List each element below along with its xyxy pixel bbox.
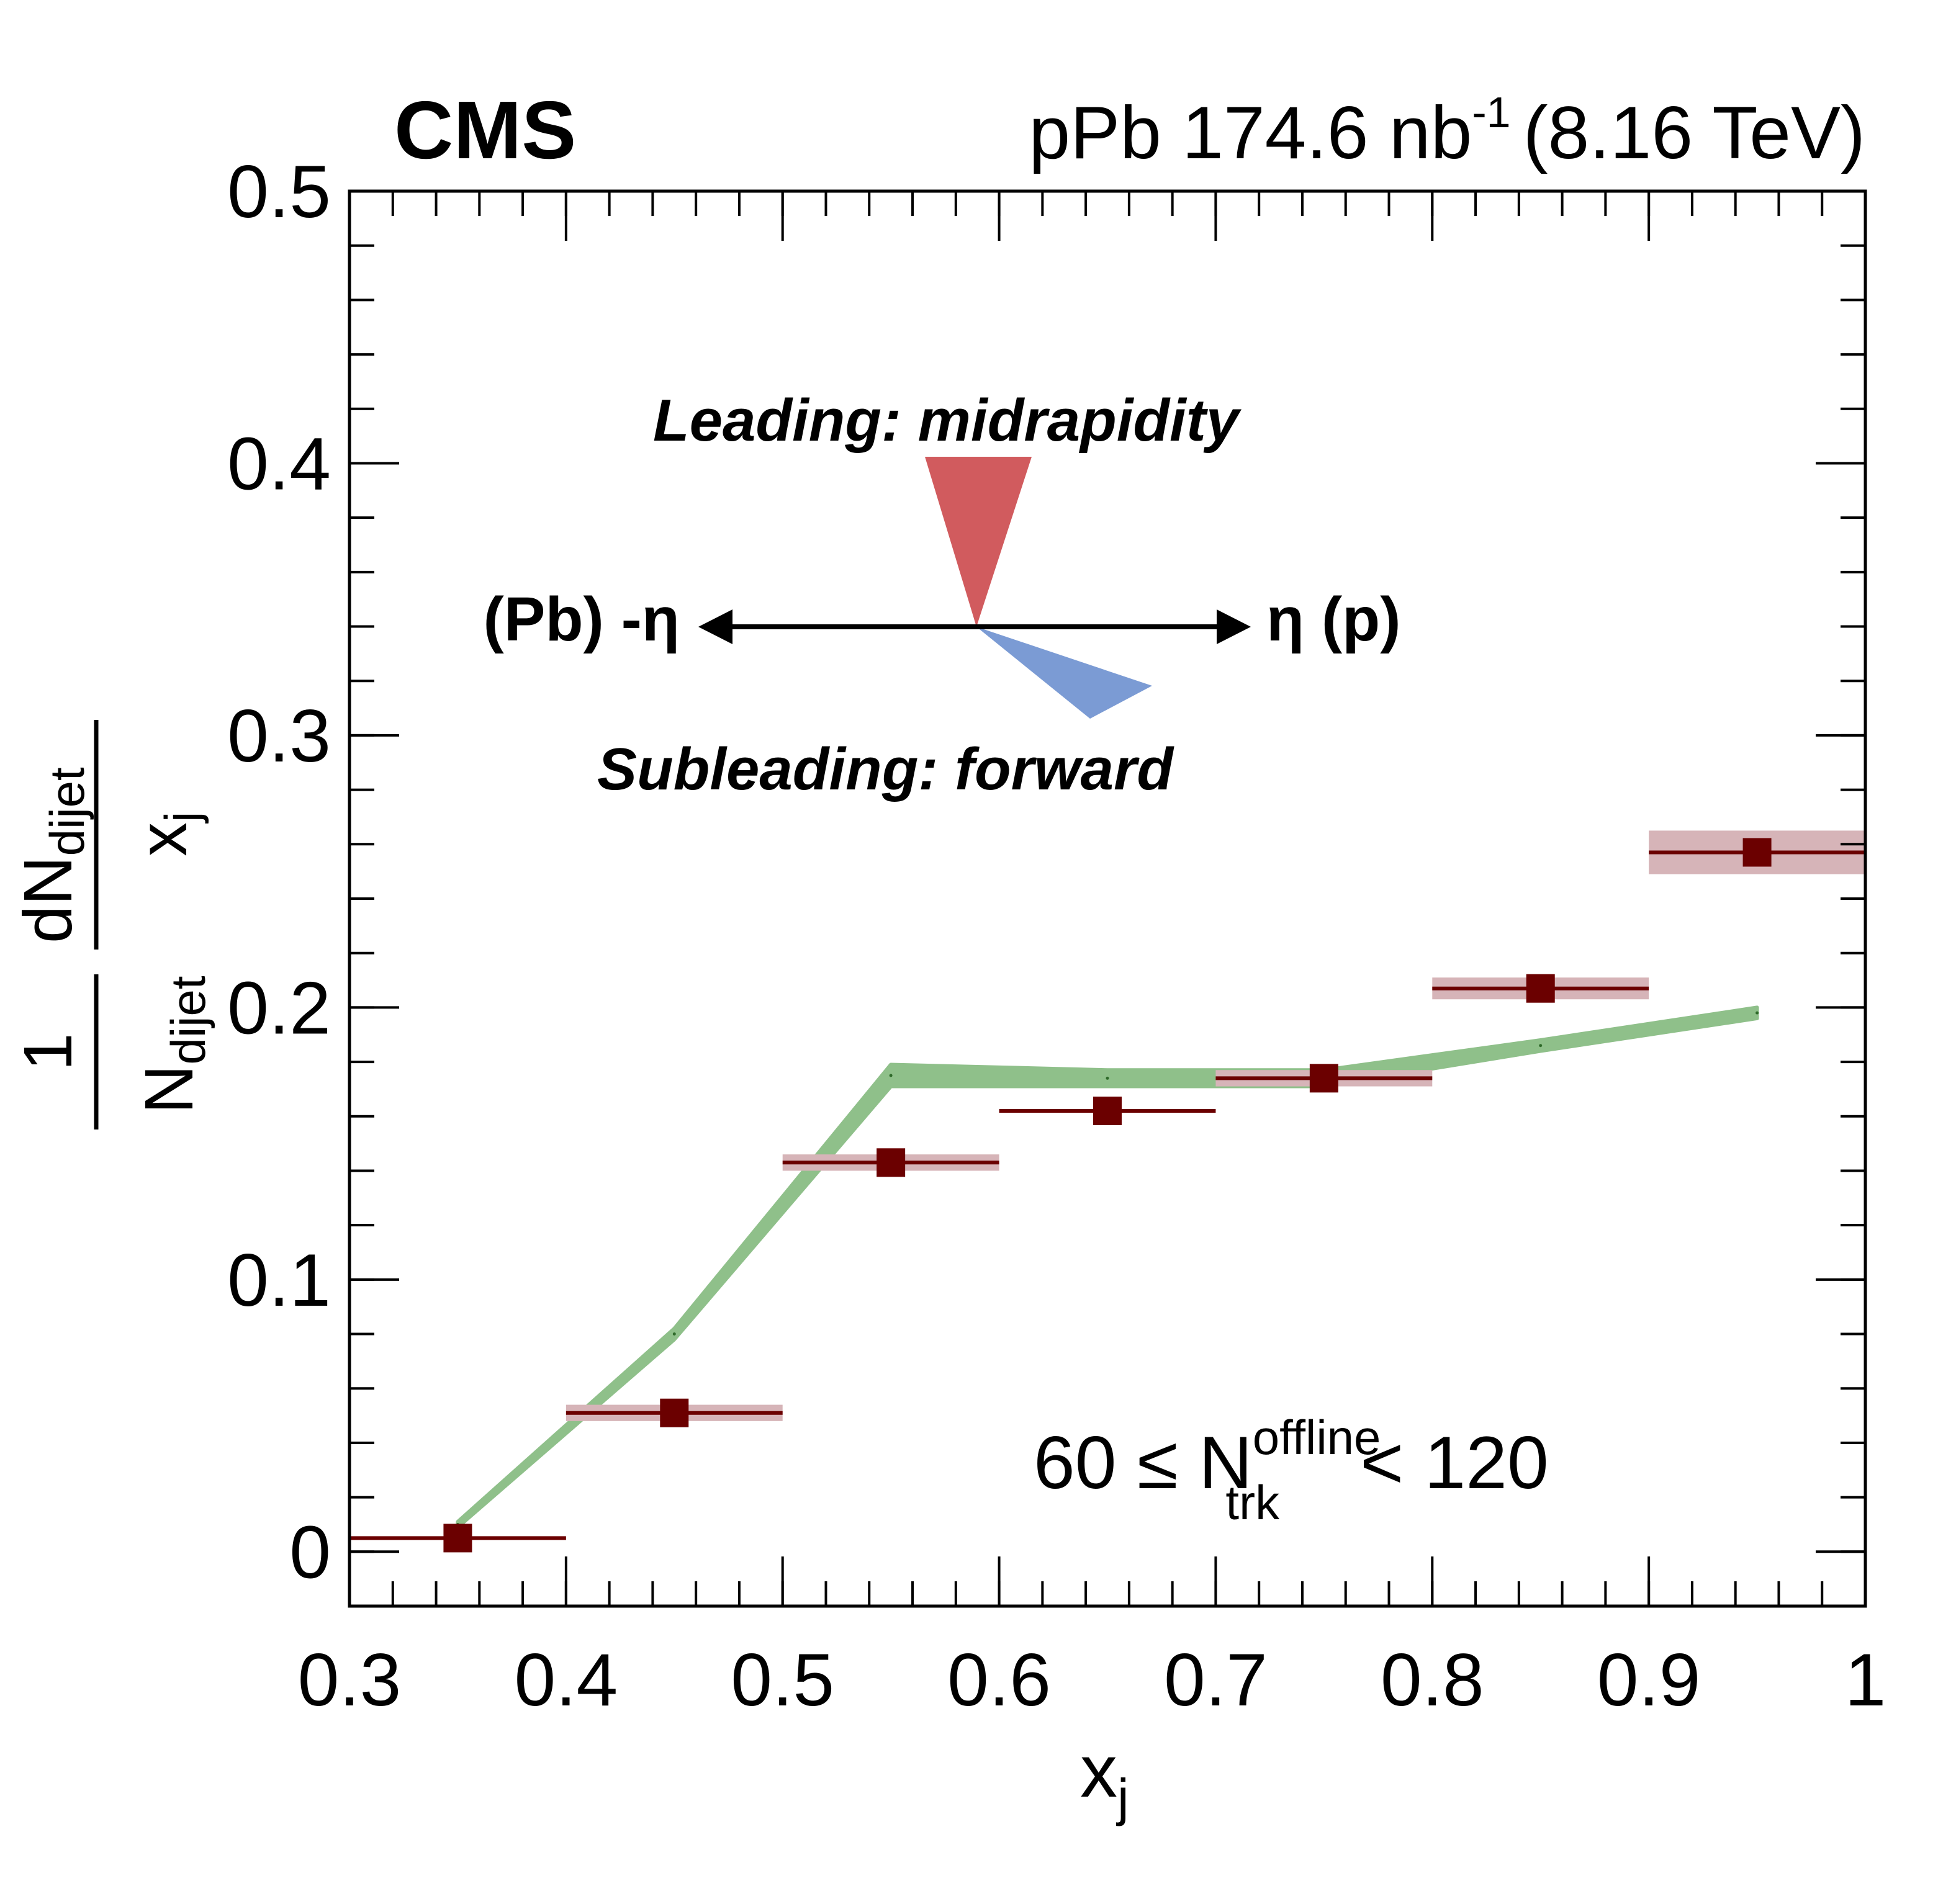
- xlabel-sub: j: [1115, 1768, 1129, 1826]
- ylabel-deriv-den-main: x: [125, 822, 201, 856]
- ylabel-deriv-den: xj: [125, 812, 209, 856]
- data-marker: [660, 1398, 689, 1427]
- x-tick-label: 0.5: [731, 1638, 834, 1722]
- left-arrow-label: (Pb) -η: [483, 585, 680, 654]
- ylabel-frac-den-main: N: [131, 1065, 207, 1114]
- ylabel-frac-num: 1: [10, 1033, 86, 1071]
- ylabel-deriv-num: dNdijet: [10, 767, 94, 943]
- data-marker: [1526, 974, 1555, 1003]
- x-axis-label: xj: [1080, 1730, 1129, 1826]
- y-tick-label: 0: [289, 1511, 331, 1594]
- data-marker: [443, 1524, 472, 1553]
- x-tick-label: 0.8: [1381, 1638, 1484, 1722]
- y-tick-label: 0.5: [227, 150, 331, 233]
- x-tick-label: 1: [1845, 1638, 1886, 1722]
- lumi-exponent: -1: [1472, 88, 1510, 137]
- selection-sub: trk: [1225, 1475, 1280, 1530]
- data-marker: [1093, 1097, 1122, 1125]
- y-axis-label: 1 Ndijet dNdijet xj: [10, 720, 215, 1129]
- selection-rhs: < 120: [1360, 1421, 1549, 1504]
- model-point: [1106, 1076, 1109, 1080]
- right-arrow-head-icon: [1217, 609, 1251, 644]
- x-tick-label: 0.4: [514, 1638, 618, 1722]
- right-arrow-label: η (p): [1266, 585, 1401, 654]
- model-point: [889, 1074, 893, 1077]
- selection-sup: offline: [1253, 1410, 1381, 1465]
- model-point: [672, 1332, 676, 1336]
- ylabel-frac-den-sub: dijet: [161, 976, 215, 1064]
- y-tick-label: 0.4: [227, 422, 331, 505]
- ylabel-deriv-num-main: dN: [10, 856, 86, 943]
- leading-jet-cone: [925, 457, 1032, 627]
- subleading-annotation: Subleading: forward: [597, 736, 1174, 802]
- y-tick-label: 0.2: [227, 966, 331, 1049]
- collision-text: pPb 174.6 nb: [1029, 91, 1472, 174]
- left-arrow-head-icon: [698, 609, 732, 644]
- data-marker: [877, 1148, 906, 1177]
- model-point: [1539, 1044, 1543, 1048]
- model-band: [456, 1005, 1759, 1529]
- ylabel-deriv-den-sub: j: [155, 812, 209, 824]
- y-tick-label: 0.3: [227, 694, 331, 778]
- ylabel-frac-den: Ndijet: [131, 976, 215, 1114]
- model-point: [1755, 1011, 1759, 1015]
- ylabel-deriv-num-sub: dijet: [40, 767, 94, 856]
- collision-label: pPb 174.6 nb-1 (8.16 TeV): [1029, 88, 1865, 174]
- subleading-jet-cone: [976, 627, 1152, 719]
- x-tick-label: 0.9: [1597, 1638, 1701, 1722]
- x-tick-label: 0.3: [298, 1638, 402, 1722]
- x-tick-label: 0.7: [1164, 1638, 1268, 1722]
- data-marker: [1309, 1064, 1338, 1093]
- y-tick-label: 0.1: [227, 1239, 331, 1322]
- selection-lhs: 60 ≤ N: [1034, 1421, 1253, 1504]
- axes-layer: 0.3 0.4 0.5 0.6 0.7 0.8 0.9 1 0 0.1 0.2 0.3 0.4 0.5: [227, 150, 1886, 1722]
- data-marker: [1742, 838, 1772, 867]
- collision-geometry-inset: Leading: midrapidity Subleading: forward…: [483, 387, 1400, 802]
- data-points-layer: [349, 830, 1865, 1553]
- xlabel-main: x: [1080, 1730, 1117, 1813]
- multiplicity-selection: 60 ≤ Noffline trk < 120: [1034, 1410, 1549, 1530]
- experiment-label: CMS: [394, 84, 576, 176]
- leading-annotation: Leading: midrapidity: [653, 387, 1242, 454]
- energy-text: (8.16 TeV): [1523, 91, 1865, 174]
- x-tick-label: 0.6: [947, 1638, 1051, 1722]
